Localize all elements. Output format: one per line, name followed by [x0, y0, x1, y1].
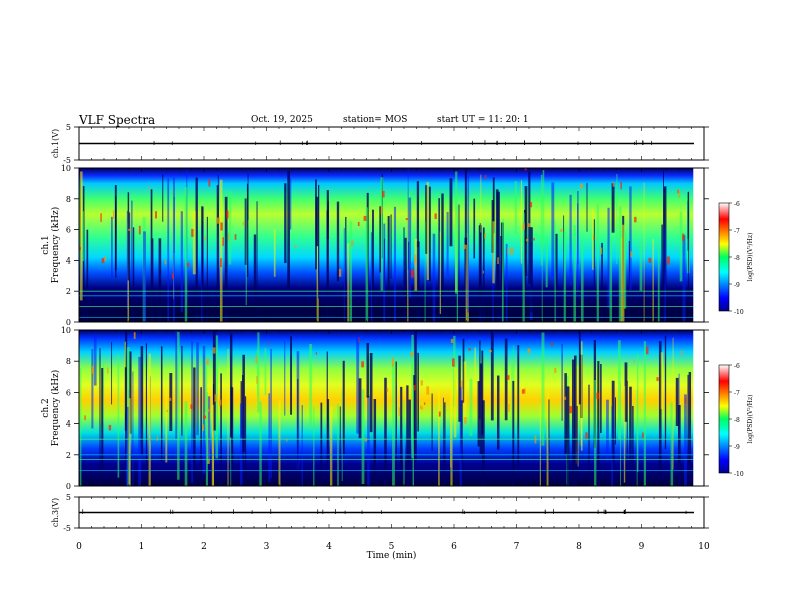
spectrogram-1-empty	[693, 168, 704, 322]
colorbar-2-tick-label: -7	[734, 390, 740, 397]
ytick-label-0: 5	[66, 123, 71, 132]
time-tick-label: 1	[139, 542, 145, 552]
colorbar-1-label: log(PSD)(V²/Hz)	[747, 233, 754, 282]
ytick-label-2: 2	[66, 451, 71, 460]
time-tick-label: 8	[576, 542, 582, 552]
start-time-label: start UT = 11: 20: 1	[437, 115, 529, 125]
ytick-label-2: 4	[66, 420, 71, 429]
ytick-label-1: 8	[66, 195, 71, 204]
colorbar-2-label: log(PSD)(V²/Hz)	[747, 395, 754, 444]
waveform-axis-label-3: ch.3(V)	[51, 498, 60, 527]
station-label: station= MOS	[343, 115, 408, 125]
colorbar-1-tick-label: -8	[734, 255, 740, 262]
waveform-axis-label-0: ch.1(V)	[51, 129, 60, 158]
colorbar-2	[718, 364, 730, 474]
frequency-axis-label-1: Frequency (kHz)	[50, 207, 61, 284]
colorbar-2-tick-label: -9	[734, 444, 740, 451]
colorbar-2-tick-label: -10	[734, 471, 744, 478]
ytick-label-1: 0	[66, 318, 71, 327]
time-tick-label: 4	[326, 542, 332, 552]
ytick-label-3: 5	[66, 493, 71, 502]
colorbar-1-tick-label: -6	[734, 201, 740, 208]
time-tick-label: 10	[698, 542, 710, 552]
time-tick-label: 3	[264, 542, 270, 552]
time-tick-label: 6	[451, 542, 457, 552]
colorbar-1-tick-label: -9	[734, 282, 740, 289]
channel-label-1: ch.1	[41, 235, 51, 254]
ytick-label-1: 10	[61, 164, 71, 173]
spectrogram-2-empty	[693, 330, 704, 486]
ytick-label-2: 8	[66, 357, 71, 366]
ytick-label-1: 6	[66, 226, 71, 235]
ytick-label-3: -5	[63, 524, 71, 533]
channel-label-2: ch.2	[41, 398, 51, 417]
ytick-label-0: -5	[63, 156, 71, 165]
date-label: Oct. 19, 2025	[251, 115, 313, 125]
spectrogram-1-texture	[79, 168, 690, 322]
colorbar-1	[718, 202, 730, 312]
colorbar-1-tick-label: -7	[734, 228, 740, 235]
time-tick-label: 5	[389, 542, 395, 552]
ytick-label-2: 0	[66, 482, 71, 491]
time-tick-label: 0	[76, 542, 82, 552]
frequency-axis-label-2: Frequency (kHz)	[50, 370, 61, 447]
time-axis-label: Time (min)	[367, 550, 417, 561]
ytick-label-1: 4	[66, 256, 71, 265]
figure-title: VLF Spectra	[79, 113, 156, 127]
colorbar-1-tick-label: -10	[734, 309, 744, 316]
ytick-label-2: 10	[61, 326, 71, 335]
time-tick-label: 7	[514, 542, 520, 552]
ytick-label-2: 6	[66, 388, 71, 397]
colorbar-2-tick-label: -6	[734, 363, 740, 370]
time-tick-label: 2	[201, 542, 207, 552]
time-tick-label: 9	[639, 542, 645, 552]
spectrogram-2-texture	[79, 330, 692, 486]
ytick-label-1: 2	[66, 287, 71, 296]
colorbar-2-tick-label: -8	[734, 417, 740, 424]
